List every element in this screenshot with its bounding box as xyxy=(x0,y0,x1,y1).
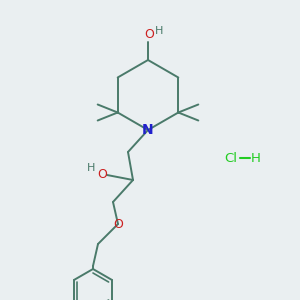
Text: N: N xyxy=(142,123,154,137)
Text: O: O xyxy=(97,167,107,181)
Text: Cl: Cl xyxy=(224,152,237,164)
Text: H: H xyxy=(87,163,95,173)
Text: O: O xyxy=(144,28,154,41)
Text: H: H xyxy=(251,152,261,164)
Text: H: H xyxy=(155,26,163,36)
Text: O: O xyxy=(113,218,123,232)
